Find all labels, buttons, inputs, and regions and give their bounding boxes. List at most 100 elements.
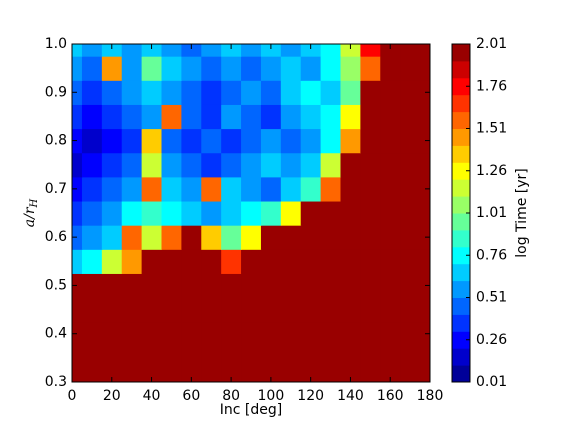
cell: [161, 273, 182, 299]
cell: [280, 321, 302, 347]
cell: [72, 345, 83, 371]
cell: [161, 152, 182, 178]
cell: [221, 345, 242, 371]
cell: [81, 345, 103, 371]
cell: [300, 44, 322, 57]
cell: [400, 200, 421, 226]
cell: [241, 152, 262, 178]
colorbar-band: [452, 162, 470, 180]
cell: [81, 321, 103, 347]
cell: [340, 176, 361, 202]
cell: [360, 128, 381, 154]
cell: [241, 321, 262, 347]
y-tick-label: 0.6: [45, 229, 67, 245]
cell: [141, 128, 163, 154]
cell: [400, 104, 421, 130]
y-label-main: a/r: [22, 206, 38, 227]
cell: [181, 345, 202, 371]
cell: [380, 200, 401, 226]
cell: [360, 56, 381, 81]
cell: [380, 152, 401, 178]
cell: [241, 225, 262, 250]
x-tick-label: 20: [103, 388, 121, 404]
cell: [360, 225, 381, 250]
cell: [161, 56, 182, 81]
cell: [400, 44, 421, 57]
cell: [72, 297, 83, 323]
x-tick-label: 120: [297, 388, 324, 404]
cell: [141, 345, 163, 371]
cell: [201, 80, 222, 105]
cell: [380, 80, 401, 105]
cell: [340, 128, 361, 154]
y-tick-label: 0.9: [45, 84, 67, 100]
cell: [300, 345, 322, 371]
cell: [72, 44, 83, 57]
cell: [101, 297, 123, 323]
cell: [181, 152, 202, 178]
cell: [280, 345, 302, 371]
colorbar-band: [452, 246, 470, 265]
cell: [400, 321, 421, 347]
cell: [101, 128, 123, 154]
cell: [141, 225, 163, 250]
y-tick-label: 0.8: [45, 133, 67, 149]
cell: [81, 176, 103, 202]
cell: [201, 104, 222, 130]
cell: [280, 273, 302, 299]
cell: [340, 104, 361, 130]
colorbar-band: [452, 365, 470, 383]
cell: [141, 200, 163, 226]
colorbar-tick-label: 1.01: [476, 205, 507, 221]
cell: [241, 104, 262, 130]
cell: [101, 80, 123, 105]
cell: [280, 104, 302, 130]
cell: [420, 369, 430, 382]
cell: [260, 297, 282, 323]
cell: [101, 225, 123, 250]
cell: [161, 128, 182, 154]
cell: [201, 128, 222, 154]
cell: [121, 297, 143, 323]
cell: [340, 369, 361, 382]
cell: [241, 200, 262, 226]
cell: [320, 249, 342, 274]
colorbar-band: [452, 213, 470, 231]
cell: [72, 200, 83, 226]
cell: [260, 56, 282, 81]
y-label-subscript: H: [29, 198, 40, 208]
cell: [360, 200, 381, 226]
cell: [320, 176, 342, 202]
cell: [81, 297, 103, 323]
cell: [241, 128, 262, 154]
cell: [201, 152, 222, 178]
cell: [260, 225, 282, 250]
cell: [81, 273, 103, 299]
cell: [161, 80, 182, 105]
cell: [181, 44, 202, 57]
cell: [400, 176, 421, 202]
cell: [81, 249, 103, 274]
cell: [181, 176, 202, 202]
cell: [280, 152, 302, 178]
cell: [221, 56, 242, 81]
cell: [380, 104, 401, 130]
y-tick-label: 0.4: [45, 326, 67, 342]
cell: [400, 80, 421, 105]
colorbar-band: [452, 128, 470, 146]
cell: [241, 80, 262, 105]
cell: [161, 44, 182, 57]
cell: [221, 225, 242, 250]
cell: [101, 249, 123, 274]
cell: [300, 297, 322, 323]
cell: [260, 249, 282, 274]
cell: [340, 273, 361, 299]
cell: [81, 225, 103, 250]
cell: [201, 56, 222, 81]
cell: [101, 321, 123, 347]
cell: [121, 128, 143, 154]
cell: [420, 104, 430, 130]
cell: [72, 56, 83, 81]
cell: [260, 345, 282, 371]
cell: [380, 44, 401, 57]
